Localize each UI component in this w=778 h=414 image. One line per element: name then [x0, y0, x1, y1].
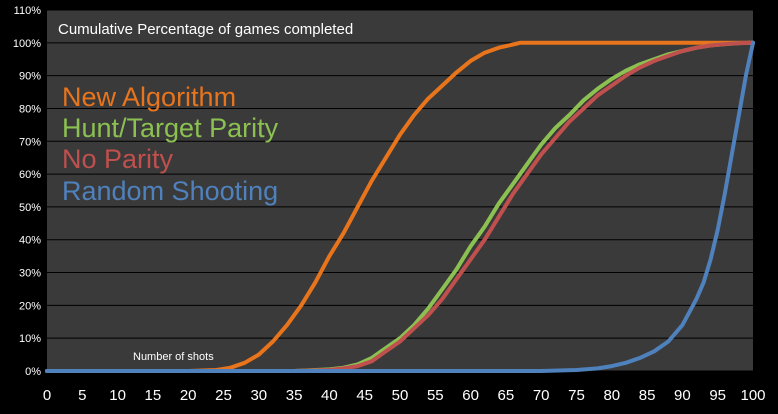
x-tick-label: 85 — [639, 387, 656, 404]
legend-random-shooting: Random Shooting — [62, 176, 278, 206]
x-tick-label: 30 — [250, 387, 267, 404]
y-tick-label: 60% — [19, 169, 41, 181]
legend-new-algorithm: New Algorithm — [62, 82, 236, 112]
x-tick-label: 0 — [43, 387, 51, 404]
y-axis-ticks: 0% 10% 20% 30% 40% 50% 60% 70% 80% 90% 100% 110% — [13, 5, 41, 378]
series-line-random-shooting — [45, 40, 755, 373]
legend-no-parity: No Parity — [62, 144, 174, 174]
x-tick-label: 15 — [145, 387, 162, 404]
series-line-new-algorithm — [45, 40, 755, 373]
x-tick-label: 10 — [109, 387, 126, 404]
y-tick-label: 80% — [19, 103, 41, 115]
y-tick-label: 50% — [19, 202, 41, 214]
x-tick-label: 100 — [740, 387, 765, 404]
y-tick-label: 90% — [19, 71, 41, 83]
x-tick-label: 35 — [286, 387, 303, 404]
y-tick-label: 0% — [25, 366, 41, 378]
x-tick-label: 45 — [356, 387, 373, 404]
x-tick-label: 55 — [427, 387, 444, 404]
y-tick-label: 10% — [19, 333, 41, 345]
x-tick-label: 25 — [215, 387, 232, 404]
legend: New Algorithm Hunt/Target Parity No Pari… — [62, 82, 279, 206]
y-tick-label: 30% — [19, 268, 41, 280]
x-tick-label: 75 — [568, 387, 585, 404]
x-tick-label: 65 — [498, 387, 515, 404]
y-tick-label: 20% — [19, 300, 41, 312]
legend-hunt-target-parity: Hunt/Target Parity — [62, 113, 279, 143]
x-tick-label: 90 — [674, 387, 691, 404]
x-tick-label: 60 — [462, 387, 479, 404]
chart-title: Cumulative Percentage of games completed — [58, 21, 353, 38]
x-tick-label: 70 — [533, 387, 550, 404]
x-tick-label: 80 — [603, 387, 620, 404]
series-lines — [45, 40, 755, 373]
y-tick-label: 70% — [19, 136, 41, 148]
series-line-no-parity — [45, 40, 755, 373]
x-tick-label: 50 — [392, 387, 409, 404]
gridlines — [47, 9, 753, 372]
y-tick-label: 100% — [13, 38, 41, 50]
y-tick-label: 110% — [14, 5, 42, 17]
x-tick-label: 20 — [180, 387, 197, 404]
x-tick-label: 5 — [78, 387, 86, 404]
y-tick-label: 40% — [19, 235, 41, 247]
x-axis-label: Number of shots — [133, 351, 214, 363]
x-tick-label: 95 — [709, 387, 726, 404]
x-tick-label: 40 — [321, 387, 338, 404]
x-axis-ticks: 0 5 10 15 20 25 30 35 40 45 50 55 60 65 70 75 80 85 90 95 10… — [43, 387, 766, 404]
